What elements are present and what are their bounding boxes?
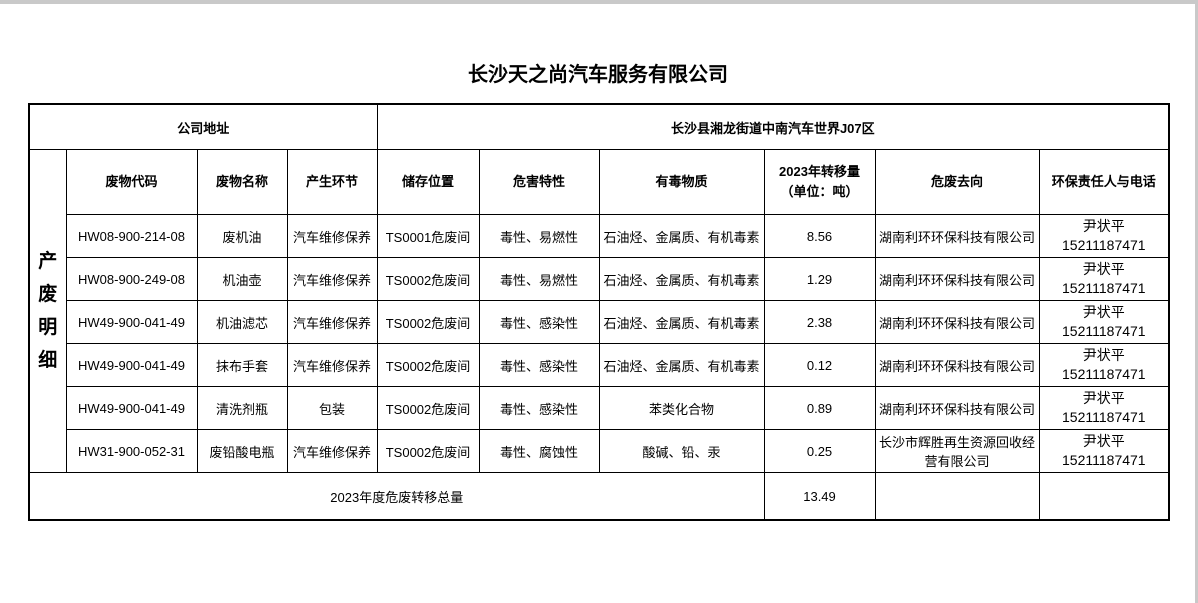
cell-destination: 湖南利环环保科技有限公司 — [874, 386, 1040, 430]
cell-amount: 8.56 — [763, 214, 876, 258]
cell-storage: TS0002危废间 — [376, 429, 480, 473]
cell-contact: 尹状平 15211187471 — [1038, 214, 1170, 258]
cell-stage: 汽车维修保养 — [286, 343, 378, 387]
cell-contact: 尹状平 15211187471 — [1038, 300, 1170, 344]
contact-name: 尹状平 — [1082, 390, 1125, 406]
cell-waste-code: HW31-900-052-31 — [65, 429, 198, 473]
header-transfer-amount-line2: （单位：吨） — [780, 184, 859, 199]
cell-amount: 0.25 — [763, 429, 876, 473]
cell-contact: 尹状平 15211187471 — [1038, 257, 1170, 301]
cell-stage: 汽车维修保养 — [286, 257, 378, 301]
table-row: HW08-900-214-08 废机油 汽车维修保养 TS0001危废间 毒性、… — [29, 214, 1170, 258]
cell-waste-name: 废机油 — [196, 214, 288, 258]
cell-storage: TS0002危废间 — [376, 343, 480, 387]
cell-destination: 湖南利环环保科技有限公司 — [874, 300, 1040, 344]
cell-stage: 汽车维修保养 — [286, 214, 378, 258]
cell-storage: TS0002危废间 — [376, 257, 480, 301]
cell-contact: 尹状平 15211187471 — [1038, 429, 1170, 473]
cell-toxic: 石油烃、金属质、有机毒素 — [598, 343, 765, 387]
cell-storage: TS0002危废间 — [376, 386, 480, 430]
header-waste-code: 废物代码 — [65, 149, 198, 215]
side-label: 产废明细 — [38, 251, 58, 371]
cell-destination: 长沙市辉胜再生资源回收经营有限公司 — [874, 429, 1040, 473]
total-amount: 13.49 — [763, 472, 876, 521]
cell-waste-code: HW49-900-041-49 — [65, 343, 198, 387]
cell-destination: 湖南利环环保科技有限公司 — [874, 214, 1040, 258]
total-row: 2023年度危废转移总量 13.49 — [28, 472, 1170, 521]
cell-hazard: 毒性、感染性 — [478, 300, 600, 344]
contact-phone: 15211187471 — [1062, 366, 1146, 382]
cell-destination: 湖南利环环保科技有限公司 — [874, 343, 1040, 387]
cell-contact: 尹状平 15211187471 — [1038, 343, 1170, 387]
cell-waste-name: 清洗剂瓶 — [196, 386, 288, 430]
table-row: HW49-900-041-49 机油滤芯 汽车维修保养 TS0002危废间 毒性… — [29, 300, 1170, 344]
contact-name: 尹状平 — [1082, 218, 1125, 234]
cell-stage: 包装 — [286, 386, 378, 430]
cell-toxic: 石油烃、金属质、有机毒素 — [598, 300, 765, 344]
cell-hazard: 毒性、感染性 — [478, 386, 600, 430]
cell-waste-code: HW08-900-249-08 — [65, 257, 198, 301]
table-row: HW31-900-052-31 废铅酸电瓶 汽车维修保养 TS0002危废间 毒… — [29, 429, 1170, 473]
company-address-label: 公司地址 — [28, 103, 378, 150]
contact-name: 尹状平 — [1082, 347, 1125, 363]
cell-amount: 1.29 — [763, 257, 876, 301]
contact-name: 尹状平 — [1082, 304, 1125, 320]
header-stage: 产生环节 — [286, 149, 378, 215]
header-destination: 危废去向 — [874, 149, 1040, 215]
contact-phone: 15211187471 — [1062, 323, 1146, 339]
cell-toxic: 石油烃、金属质、有机毒素 — [598, 214, 765, 258]
cell-amount: 0.12 — [763, 343, 876, 387]
header-hazard: 危害特性 — [478, 149, 600, 215]
cell-waste-name: 抹布手套 — [196, 343, 288, 387]
cell-toxic: 酸碱、铅、汞 — [598, 429, 765, 473]
total-label: 2023年度危废转移总量 — [28, 472, 765, 521]
cell-amount: 0.89 — [763, 386, 876, 430]
screen-top-edge — [0, 0, 1198, 4]
header-contact: 环保责任人与电话 — [1038, 149, 1170, 215]
cell-contact: 尹状平 15211187471 — [1038, 386, 1170, 430]
cell-waste-code: HW49-900-041-49 — [65, 386, 198, 430]
cell-waste-name: 机油壶 — [196, 257, 288, 301]
cell-storage: TS0002危废间 — [376, 300, 480, 344]
contact-name: 尹状平 — [1082, 433, 1125, 449]
cell-stage: 汽车维修保养 — [286, 300, 378, 344]
cell-waste-code: HW08-900-214-08 — [65, 214, 198, 258]
table-row: HW49-900-041-49 抹布手套 汽车维修保养 TS0002危废间 毒性… — [29, 343, 1170, 387]
cell-amount: 2.38 — [763, 300, 876, 344]
side-label-cell: 产废明细 — [28, 149, 67, 473]
header-toxic: 有毒物质 — [598, 149, 765, 215]
contact-name: 尹状平 — [1082, 261, 1125, 277]
header-transfer-amount-line1: 2023年转移量 — [779, 164, 860, 179]
header-transfer-amount: 2023年转移量 （单位：吨） — [763, 149, 876, 215]
cell-destination: 湖南利环环保科技有限公司 — [874, 257, 1040, 301]
header-storage: 储存位置 — [376, 149, 480, 215]
screen-right-edge — [1195, 0, 1198, 603]
cell-toxic: 石油烃、金属质、有机毒素 — [598, 257, 765, 301]
table-row: HW08-900-249-08 机油壶 汽车维修保养 TS0002危废间 毒性、… — [29, 257, 1170, 301]
cell-waste-name: 机油滤芯 — [196, 300, 288, 344]
contact-phone: 15211187471 — [1062, 452, 1146, 468]
cell-waste-code: HW49-900-041-49 — [65, 300, 198, 344]
company-address-value: 长沙县湘龙街道中南汽车世界J07区 — [376, 103, 1170, 150]
cell-storage: TS0001危废间 — [376, 214, 480, 258]
cell-stage: 汽车维修保养 — [286, 429, 378, 473]
table-row: HW49-900-041-49 清洗剂瓶 包装 TS0002危废间 毒性、感染性… — [29, 386, 1170, 430]
cell-hazard: 毒性、感染性 — [478, 343, 600, 387]
contact-phone: 15211187471 — [1062, 409, 1146, 425]
cell-toxic: 苯类化合物 — [598, 386, 765, 430]
cell-hazard: 毒性、易燃性 — [478, 257, 600, 301]
total-destination-empty — [874, 472, 1040, 521]
contact-phone: 15211187471 — [1062, 280, 1146, 296]
page-title: 长沙天之尚汽车服务有限公司 — [468, 64, 728, 86]
hazardous-waste-table: 公司地址 长沙县湘龙街道中南汽车世界J07区 产废明细 废物代码 废物名称 产生… — [28, 103, 1171, 521]
header-row: 产废明细 废物代码 废物名称 产生环节 储存位置 危害特性 有毒物质 2023年… — [28, 149, 1170, 473]
total-contact-empty — [1038, 472, 1170, 521]
cell-waste-name: 废铅酸电瓶 — [196, 429, 288, 473]
contact-phone: 15211187471 — [1062, 237, 1146, 253]
header-waste-name: 废物名称 — [196, 149, 288, 215]
cell-hazard: 毒性、腐蚀性 — [478, 429, 600, 473]
address-row: 公司地址 长沙县湘龙街道中南汽车世界J07区 — [28, 103, 1170, 150]
cell-hazard: 毒性、易燃性 — [478, 214, 600, 258]
